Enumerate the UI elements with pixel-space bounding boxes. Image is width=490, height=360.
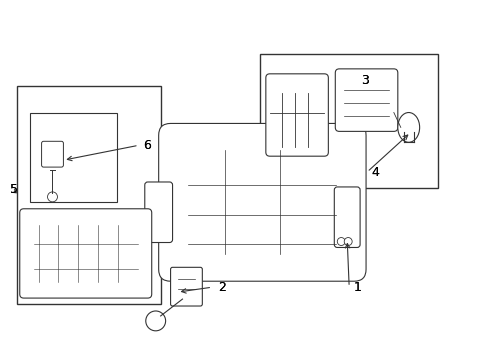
Circle shape [344, 238, 352, 246]
FancyBboxPatch shape [159, 123, 366, 281]
Circle shape [337, 238, 345, 246]
Text: 1: 1 [354, 281, 362, 294]
FancyBboxPatch shape [335, 69, 398, 131]
Text: 4: 4 [371, 166, 379, 179]
FancyBboxPatch shape [266, 74, 328, 156]
Text: 3: 3 [361, 74, 369, 87]
Bar [260, 54, 439, 188]
Circle shape [146, 311, 166, 331]
Text: 5: 5 [10, 184, 18, 197]
Text: 1: 1 [354, 281, 362, 294]
FancyBboxPatch shape [171, 267, 202, 306]
Text: 5: 5 [10, 184, 18, 197]
Text: 2: 2 [218, 281, 226, 294]
FancyBboxPatch shape [20, 209, 152, 298]
Text: 3: 3 [361, 74, 369, 87]
Text: 6: 6 [143, 139, 150, 152]
FancyBboxPatch shape [145, 182, 172, 243]
Bar [30, 113, 117, 202]
Circle shape [48, 192, 57, 202]
Text: 4: 4 [371, 166, 379, 179]
Bar [17, 86, 161, 304]
FancyBboxPatch shape [334, 187, 360, 247]
Text: 2: 2 [218, 281, 226, 294]
Ellipse shape [398, 113, 419, 142]
FancyBboxPatch shape [42, 141, 63, 167]
Text: 6: 6 [143, 139, 150, 152]
